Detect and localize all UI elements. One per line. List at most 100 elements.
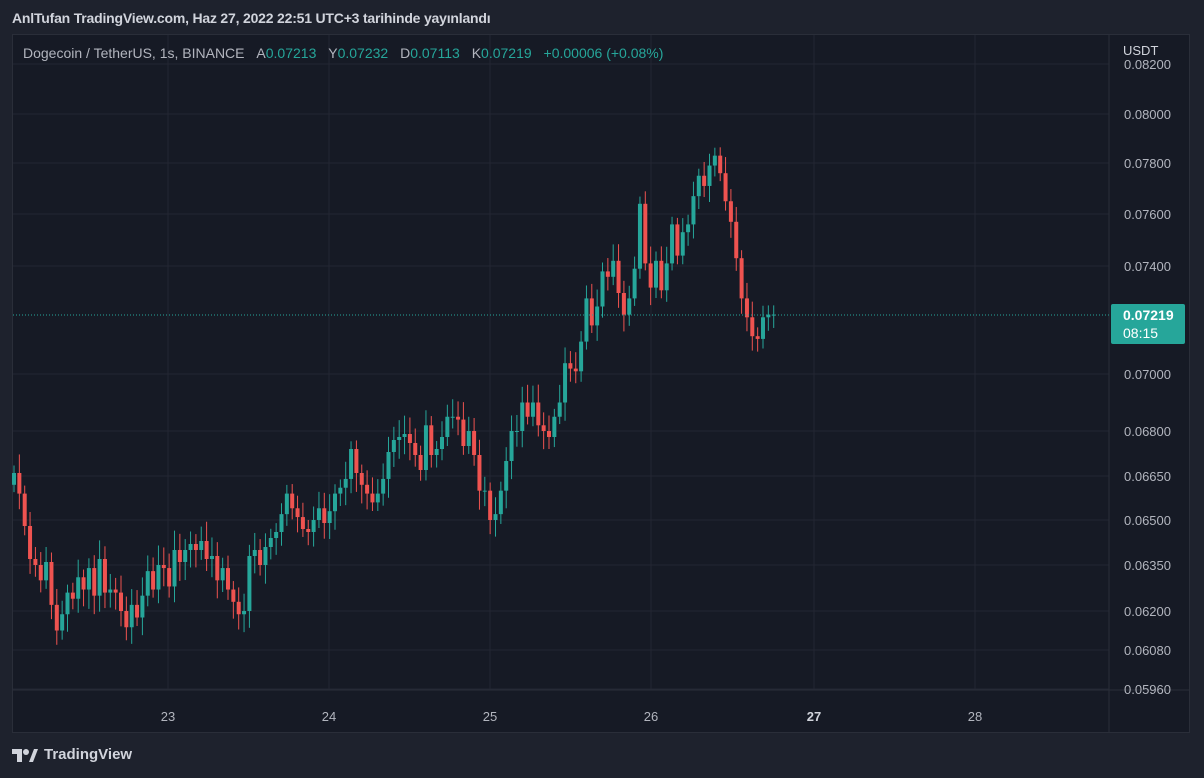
candle-body — [327, 511, 332, 523]
candle-body — [295, 508, 300, 518]
candle-body — [375, 493, 380, 503]
candle-body — [140, 595, 145, 618]
candle-body — [530, 402, 535, 417]
candle-body — [413, 443, 418, 455]
candle-body — [734, 221, 739, 259]
candle-body — [541, 425, 546, 431]
candle-body — [718, 155, 723, 174]
candle-body — [135, 604, 140, 618]
candle-body — [290, 493, 295, 509]
candle-body — [231, 589, 236, 602]
change-value: +0.00006 (+0.08%) — [543, 45, 664, 61]
candle-body — [274, 532, 279, 538]
y-tick-label: 0.06080 — [1124, 643, 1171, 658]
candle-body — [450, 416, 455, 418]
candle-body — [440, 437, 444, 449]
candles — [12, 147, 776, 645]
y-tick-label: 0.08200 — [1124, 57, 1171, 72]
candle-body — [525, 402, 530, 417]
publish-header: AnlTufan TradingView.com, Haz 27, 2022 2… — [12, 10, 491, 26]
candle-body — [349, 449, 354, 479]
candle-body — [488, 490, 493, 520]
candle-body — [418, 455, 423, 470]
candle-body — [402, 434, 407, 437]
candle-body — [81, 577, 86, 590]
candle-body — [627, 298, 632, 315]
y-tick-label: 0.06350 — [1124, 558, 1171, 573]
candle-body — [258, 550, 263, 565]
candle-body — [300, 517, 305, 529]
candle-body — [33, 559, 38, 565]
grid-lines — [13, 35, 1190, 733]
candle-body — [434, 449, 439, 455]
candle-body — [311, 520, 316, 532]
candle-body — [338, 487, 343, 494]
candle-body — [648, 263, 653, 288]
candle-body — [70, 592, 75, 599]
symbol-name: Dogecoin / TetherUS, 1s, BINANCE — [23, 45, 245, 61]
candle-body — [750, 317, 755, 337]
candle-body — [584, 298, 589, 342]
y-tick-label: 0.07400 — [1124, 259, 1171, 274]
candle-body — [236, 601, 241, 615]
tradingview-logo-icon — [12, 748, 38, 762]
tradingview-brand[interactable]: TradingView — [12, 746, 132, 763]
symbol-legend: Dogecoin / TetherUS, 1s, BINANCE A0.0721… — [23, 45, 663, 61]
last-price-value: 0.07219 — [1123, 307, 1174, 323]
x-tick-label: 24 — [322, 709, 336, 724]
y-tick-label: 0.05960 — [1124, 682, 1171, 697]
candle-body — [686, 224, 691, 233]
x-tick-label: 28 — [968, 709, 982, 724]
candle-body — [771, 314, 776, 316]
candle-body — [204, 541, 209, 559]
candle-body — [188, 544, 193, 550]
x-tick-label: 26 — [644, 709, 658, 724]
candle-body — [391, 440, 396, 452]
y-tick-label: 0.07600 — [1124, 207, 1171, 222]
candle-body — [60, 614, 65, 631]
candle-body — [504, 461, 509, 491]
candle-body — [124, 611, 129, 628]
candle-body — [365, 484, 370, 494]
candle-body — [482, 490, 487, 492]
candle-body — [728, 201, 733, 222]
candle-body — [113, 589, 118, 593]
candle-body — [568, 363, 573, 369]
currency-label[interactable]: USDT — [1123, 43, 1159, 58]
candle-body — [172, 550, 177, 587]
candle-body — [702, 175, 707, 186]
candle-body — [600, 271, 605, 307]
candle-body — [284, 493, 289, 515]
candle-body — [712, 155, 717, 166]
close-value: 0.07219 — [481, 45, 532, 61]
candle-body — [220, 568, 225, 581]
candle-body — [354, 449, 359, 473]
candle-body — [108, 589, 113, 593]
candle-body — [589, 298, 594, 326]
candle-body — [696, 175, 701, 197]
candle-body — [423, 425, 428, 470]
candle-body — [445, 416, 450, 437]
candle-body — [38, 565, 43, 581]
candle-body — [563, 363, 568, 403]
candle-body — [755, 336, 760, 339]
y-tick-label: 0.06800 — [1124, 424, 1171, 439]
y-tick-label: 0.06500 — [1124, 513, 1171, 528]
candle-body — [397, 437, 402, 440]
candle-body — [268, 538, 273, 547]
candle-body — [343, 478, 348, 488]
candle-body — [17, 473, 22, 494]
candle-body — [429, 425, 434, 455]
candle-body — [322, 508, 327, 523]
candle-body — [675, 224, 680, 256]
candle-body — [573, 368, 578, 372]
low-label: D — [400, 45, 411, 61]
chart-frame[interactable] — [12, 34, 1190, 733]
y-tick-label: 0.06200 — [1124, 604, 1171, 619]
candle-body — [456, 416, 461, 420]
candle-body — [579, 341, 584, 372]
candle-body — [242, 611, 247, 615]
candle-body — [670, 224, 675, 264]
candle-body — [215, 556, 220, 581]
